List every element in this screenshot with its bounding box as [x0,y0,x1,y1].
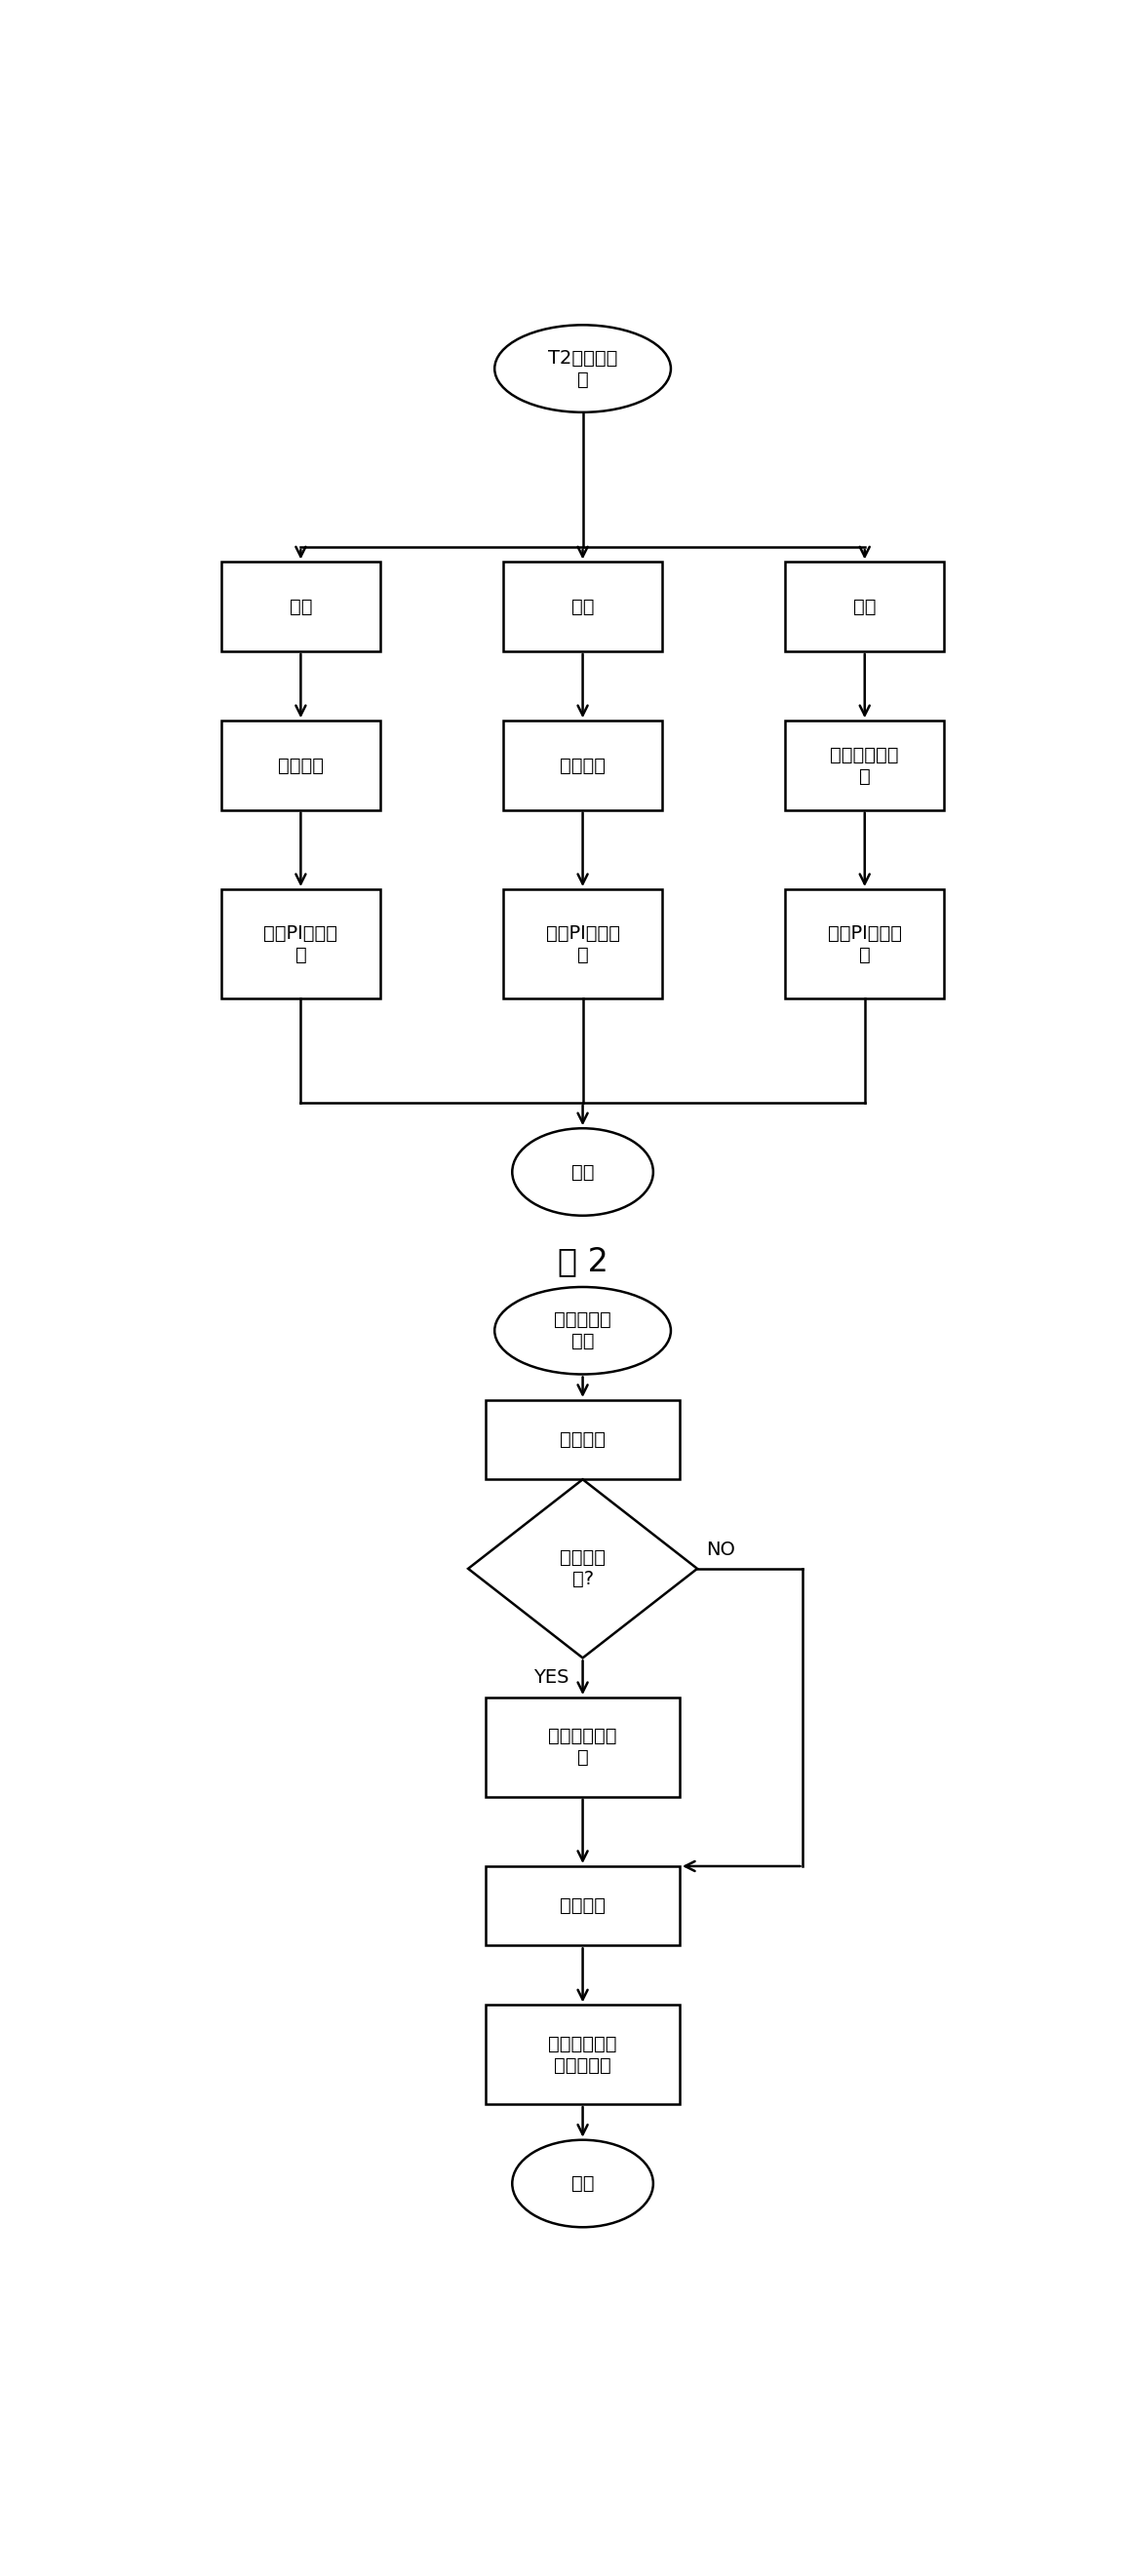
Bar [786,562,944,652]
Text: 电压阈值判断
处理子程序: 电压阈值判断 处理子程序 [548,2035,617,2074]
Text: 脉冲PI控制算
法: 脉冲PI控制算 法 [828,925,902,963]
Bar [504,889,662,999]
Text: 键盘处理子程
序: 键盘处理子程 序 [548,1726,617,1767]
Text: 返回: 返回 [571,1162,595,1182]
Ellipse shape [512,1128,654,1216]
Polygon shape [468,1479,697,1659]
Bar [222,562,380,652]
Text: 电流采样: 电流采样 [559,1430,606,1448]
Text: 图 2: 图 2 [557,1244,608,1278]
Text: 恒压: 恒压 [571,598,595,616]
Bar [222,721,380,809]
Text: 返回: 返回 [571,2174,595,2192]
Text: 有键按下
否?: 有键按下 否? [559,1548,606,1589]
Bar [504,721,662,809]
Text: T2定时器中
断: T2定时器中 断 [548,348,617,389]
Bar [485,1865,680,1945]
Text: 恒流: 恒流 [289,598,313,616]
Text: 软件定时器
中断: 软件定时器 中断 [554,1311,612,1350]
Ellipse shape [495,325,671,412]
Text: 电流、电压采
样: 电流、电压采 样 [830,744,899,786]
Bar [222,889,380,999]
Text: 电流采样: 电流采样 [277,757,324,775]
Bar [485,1401,680,1479]
Text: 恒流PI控制算
法: 恒流PI控制算 法 [264,925,338,963]
Text: YES: YES [534,1667,570,1687]
Text: 电压采样: 电压采样 [559,757,606,775]
Bar [485,2004,680,2105]
Ellipse shape [512,2141,654,2228]
Ellipse shape [495,1288,671,1373]
Text: 脉冲: 脉冲 [853,598,877,616]
Text: 电压采样: 电压采样 [559,1896,606,1914]
Text: 恒压PI控制算
法: 恒压PI控制算 法 [546,925,620,963]
Bar [786,889,944,999]
Bar [786,721,944,809]
Bar [485,1698,680,1798]
Text: NO: NO [706,1540,736,1558]
Bar [504,562,662,652]
